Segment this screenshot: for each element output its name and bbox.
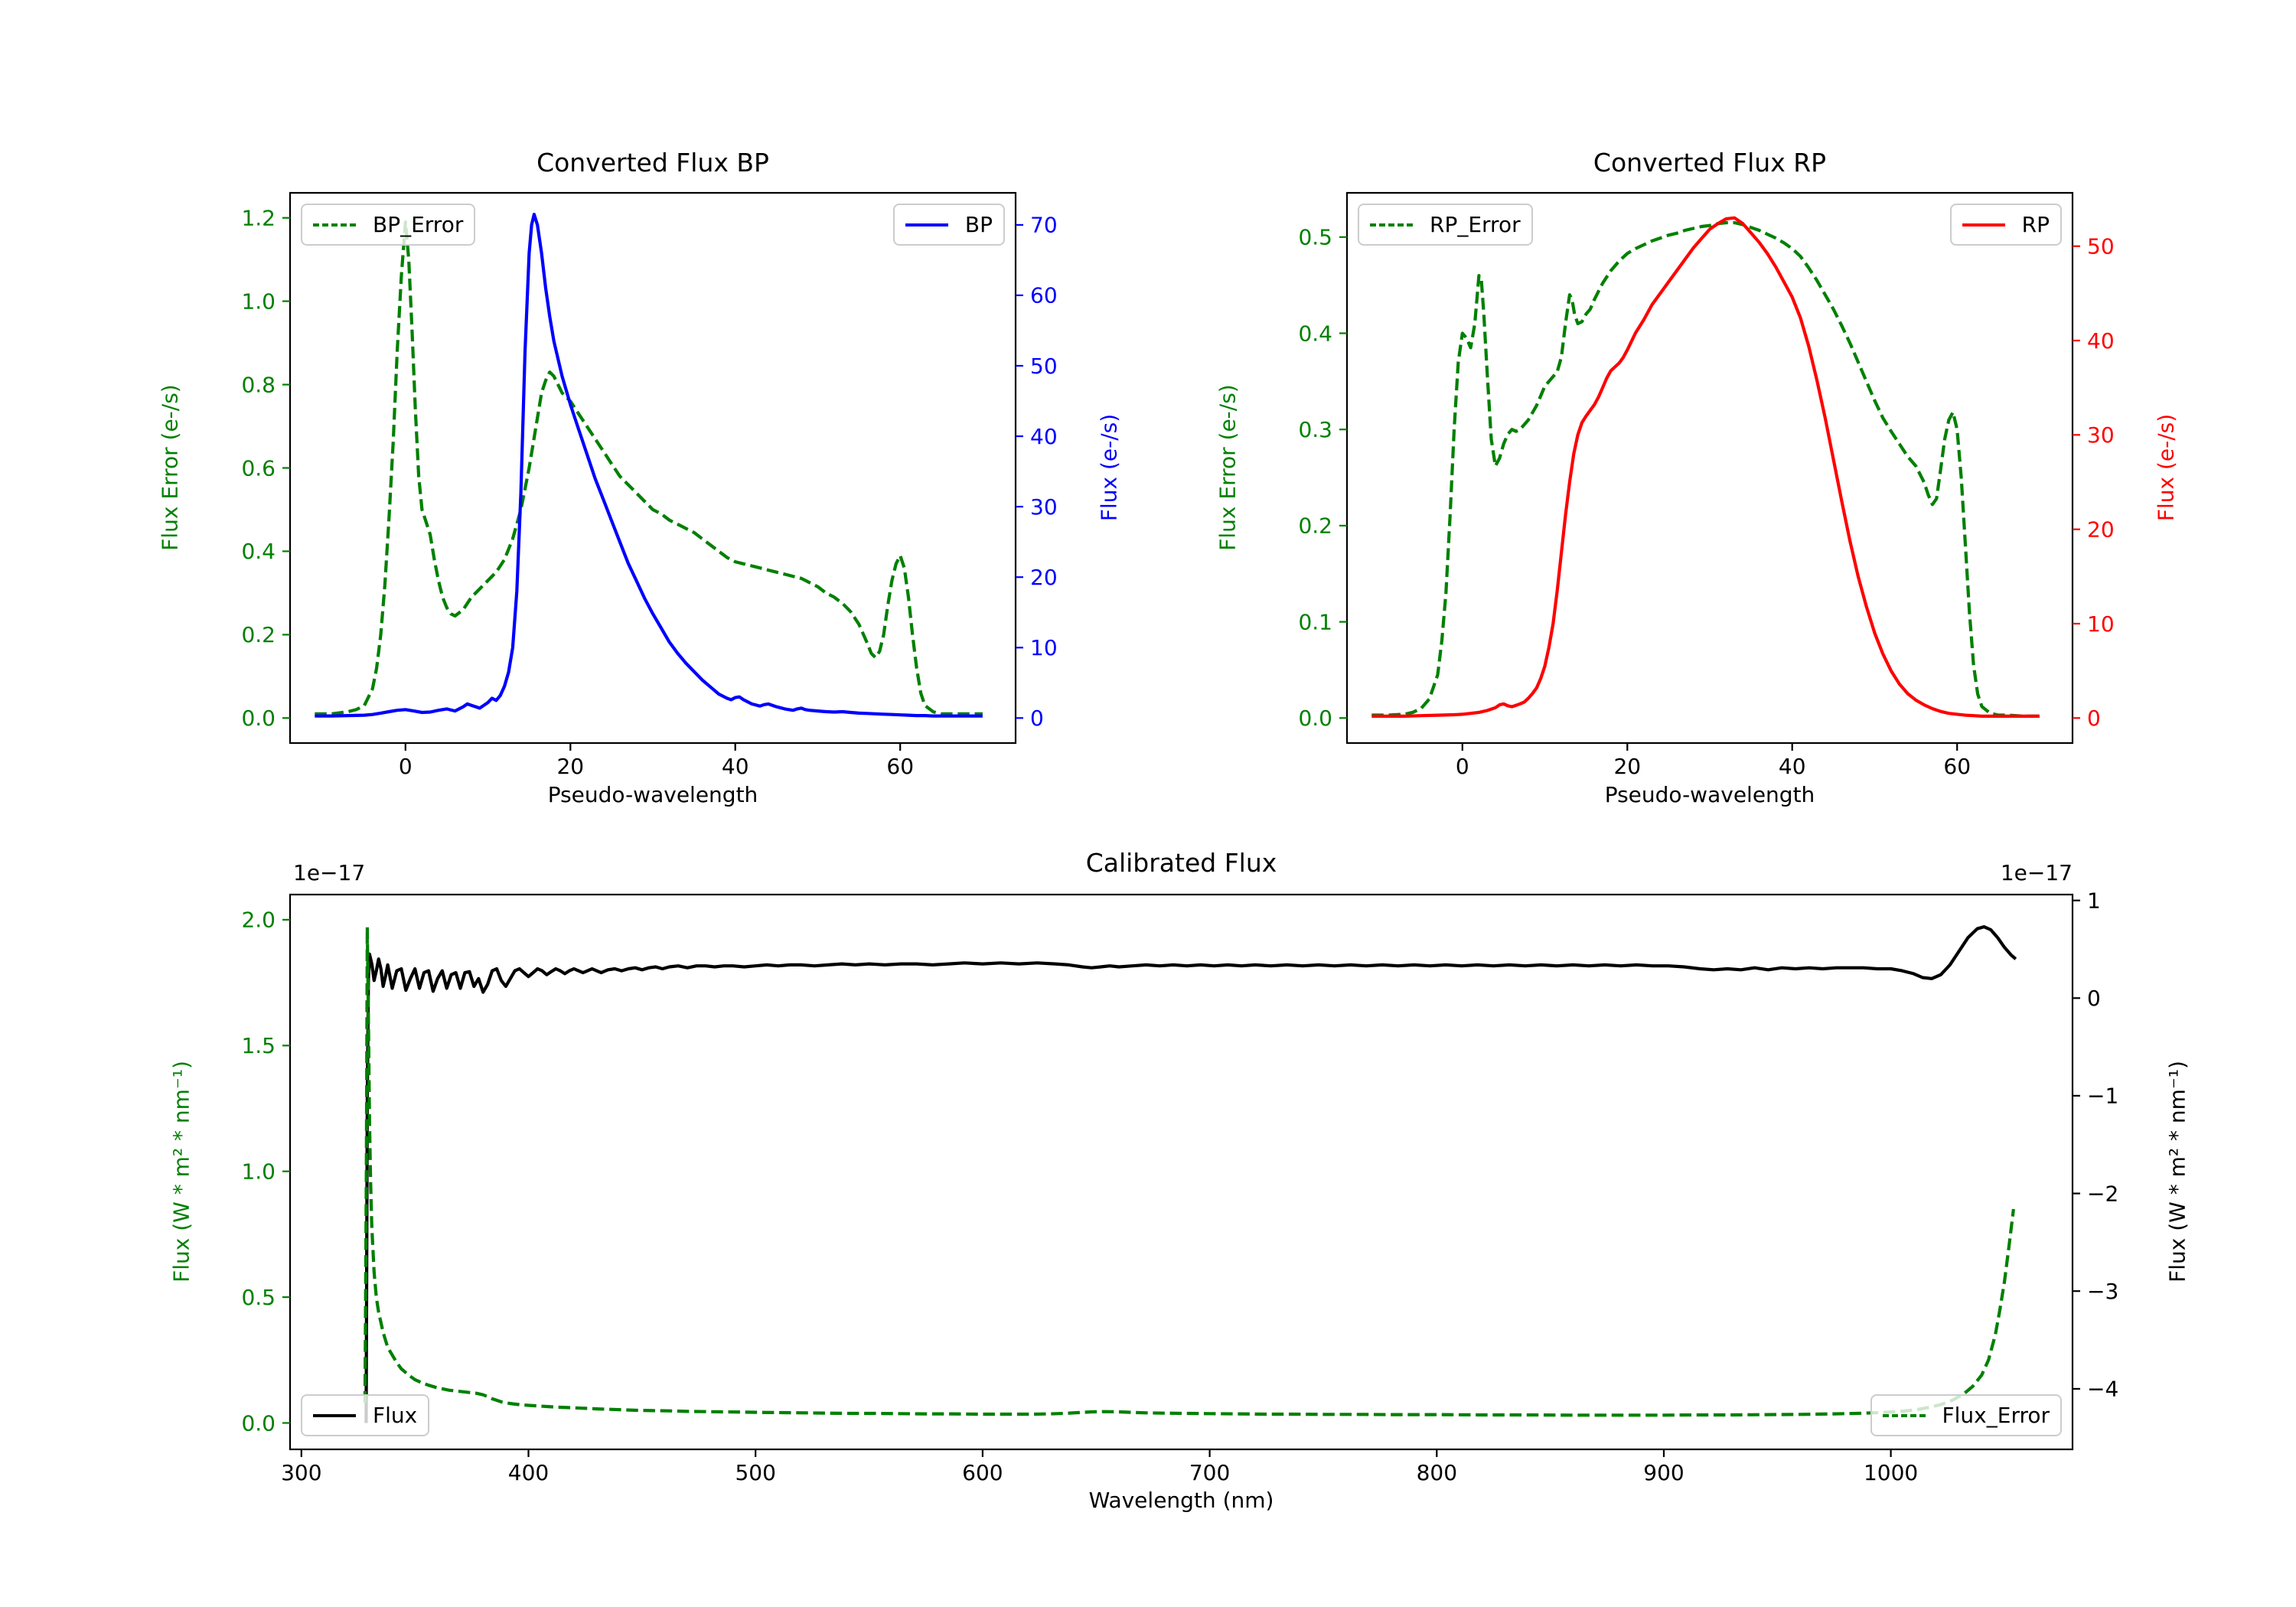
svg-text:0: 0 [1456, 754, 1469, 779]
bp-left-axis-label: Flux Error (e-/s) [157, 384, 183, 551]
svg-text:−1: −1 [2087, 1084, 2118, 1109]
svg-text:0.4: 0.4 [241, 539, 276, 564]
bp-legend-line-icon [905, 223, 948, 227]
svg-text:30: 30 [2087, 422, 2115, 448]
svg-text:10: 10 [2087, 611, 2115, 637]
svg-text:1000: 1000 [1864, 1460, 1918, 1485]
svg-text:0: 0 [399, 754, 413, 779]
bp-legend-label: BP [964, 212, 993, 237]
calibrated-left-offset-text: 1e−17 [293, 860, 366, 885]
svg-text:10: 10 [1030, 635, 1058, 660]
rp-legend-label: RP [2021, 212, 2050, 237]
svg-text:900: 900 [1643, 1460, 1684, 1485]
svg-text:50: 50 [1030, 354, 1058, 379]
calibrated-right-axis-label: Flux (W * m² * nm⁻¹) [2164, 1061, 2190, 1283]
flux-legend-line-icon [313, 1413, 356, 1417]
flux-error-legend-label: Flux_Error [1942, 1403, 2050, 1428]
svg-text:40: 40 [722, 754, 749, 779]
rp-chart-title: Converted Flux RP [1593, 148, 1827, 178]
svg-text:0.0: 0.0 [241, 706, 276, 731]
flux-error-legend: Flux_Error [1870, 1394, 2062, 1436]
svg-text:20: 20 [2087, 517, 2115, 543]
svg-text:500: 500 [735, 1460, 775, 1485]
bp-error-legend-line-icon [313, 223, 356, 227]
svg-text:1.0: 1.0 [241, 288, 276, 314]
svg-text:0: 0 [1030, 706, 1044, 731]
bp-x-axis-label: Pseudo-wavelength [547, 782, 758, 807]
svg-text:0.6: 0.6 [241, 455, 276, 481]
bp-error-legend: BP_Error [301, 204, 476, 246]
calibrated-right-offset-text: 1e−17 [2000, 860, 2073, 885]
svg-text:40: 40 [1779, 754, 1806, 779]
svg-text:−3: −3 [2087, 1279, 2118, 1304]
svg-text:−2: −2 [2087, 1181, 2118, 1206]
svg-text:0.0: 0.0 [1298, 706, 1332, 731]
bp-legend: BP [892, 204, 1005, 246]
svg-text:50: 50 [2087, 234, 2115, 259]
svg-text:40: 40 [1030, 424, 1058, 449]
svg-text:60: 60 [1943, 754, 1971, 779]
svg-text:1.0: 1.0 [241, 1159, 276, 1185]
flux-error-legend-line-icon [1882, 1413, 1926, 1417]
svg-text:−4: −4 [2087, 1377, 2118, 1402]
bp-chart-title: Converted Flux BP [536, 148, 769, 178]
svg-text:0: 0 [2087, 706, 2101, 731]
svg-text:70: 70 [1030, 213, 1058, 238]
svg-text:0.5: 0.5 [241, 1285, 276, 1310]
svg-text:0.8: 0.8 [241, 372, 276, 397]
svg-text:300: 300 [281, 1460, 321, 1485]
svg-text:0.3: 0.3 [1298, 417, 1332, 442]
svg-text:0.2: 0.2 [241, 622, 276, 647]
svg-text:40: 40 [2087, 328, 2115, 354]
rp-legend-line-icon [1962, 223, 2005, 227]
svg-text:0.1: 0.1 [1298, 609, 1332, 634]
bp-error-legend-label: BP_Error [373, 212, 464, 237]
svg-text:0.2: 0.2 [1298, 513, 1332, 539]
svg-text:700: 700 [1189, 1460, 1230, 1485]
svg-text:800: 800 [1417, 1460, 1457, 1485]
svg-text:0: 0 [2087, 986, 2101, 1011]
rp-error-legend-label: RP_Error [1430, 212, 1521, 237]
svg-text:2.0: 2.0 [241, 908, 276, 933]
rp-x-axis-label: Pseudo-wavelength [1604, 782, 1815, 807]
rp-right-axis-label: Flux (e-/s) [2153, 413, 2179, 522]
svg-text:0.0: 0.0 [241, 1410, 276, 1436]
svg-text:600: 600 [962, 1460, 1003, 1485]
svg-text:0.5: 0.5 [1298, 225, 1332, 250]
flux-legend-label: Flux [373, 1403, 418, 1428]
bp-right-axis-label: Flux (e-/s) [1096, 413, 1122, 522]
calibrated-x-axis-label: Wavelength (nm) [1088, 1488, 1274, 1513]
calibrated-left-axis-label: Flux (W * m² * nm⁻¹) [168, 1061, 194, 1283]
calibrated-chart-title: Calibrated Flux [1085, 848, 1277, 878]
svg-text:30: 30 [1030, 494, 1058, 520]
svg-text:20: 20 [1030, 565, 1058, 590]
rp-left-axis-label: Flux Error (e-/s) [1215, 384, 1241, 551]
svg-text:60: 60 [886, 754, 914, 779]
svg-text:1.5: 1.5 [241, 1033, 276, 1058]
svg-text:20: 20 [1613, 754, 1641, 779]
svg-text:1: 1 [2087, 888, 2101, 914]
svg-text:0.4: 0.4 [1298, 321, 1332, 346]
rp-legend: RP [1949, 204, 2062, 246]
svg-text:20: 20 [556, 754, 584, 779]
rp-error-legend-line-icon [1370, 223, 1413, 227]
svg-text:1.2: 1.2 [241, 206, 276, 231]
svg-text:400: 400 [508, 1460, 549, 1485]
flux-legend: Flux [301, 1394, 430, 1436]
rp-error-legend: RP_Error [1358, 204, 1533, 246]
svg-text:60: 60 [1030, 283, 1058, 308]
